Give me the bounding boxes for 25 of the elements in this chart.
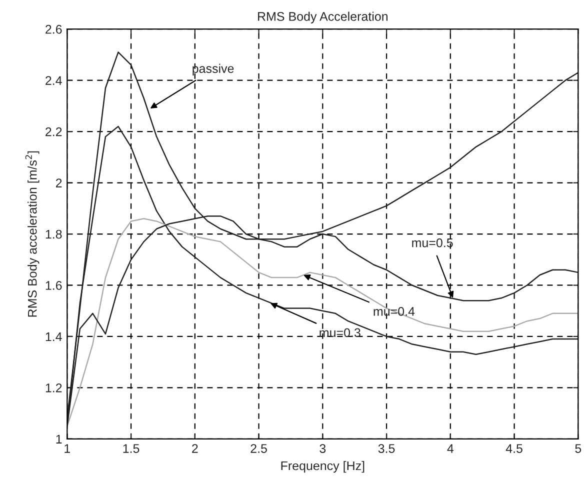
x-tick-label: 5 <box>575 444 582 453</box>
annotation: mu=0.4 <box>374 307 415 316</box>
y-tick-label: 1.8 <box>46 230 62 239</box>
y-axis-title: RMS Body acceleration [m/s$^{2}$] <box>25 151 40 317</box>
x-tick-label: 3 <box>320 444 326 453</box>
annotation: mu=0.3 <box>320 328 360 338</box>
x-tick-label: 4.5 <box>506 444 522 453</box>
annotation: passive <box>192 64 234 76</box>
y-tick-label: 2 <box>56 178 62 188</box>
y-tick-label: 2.6 <box>46 24 62 34</box>
x-tick-label: 2 <box>192 444 198 453</box>
x-tick-label: 1 <box>64 444 70 453</box>
y-tick-label: 1.4 <box>46 332 62 341</box>
x-axis-title: Frequency [Hz] <box>281 460 364 473</box>
annotation: mu=0.5 <box>412 238 453 248</box>
y-tick-label: 1.2 <box>46 384 62 392</box>
y-tick-label: 2.4 <box>46 76 62 85</box>
x-tick-label: 1.5 <box>123 444 140 453</box>
y-tick-label: 2.2 <box>46 127 62 136</box>
x-tick-label: 2.5 <box>250 444 267 453</box>
y-tick-label: 1.6 <box>46 281 62 290</box>
chart-title: RMS Body Acceleration <box>258 12 388 24</box>
x-tick-label: 3.5 <box>378 444 395 453</box>
x-tick-label: 4 <box>447 444 454 453</box>
y-tick-label: 1 <box>56 434 62 444</box>
